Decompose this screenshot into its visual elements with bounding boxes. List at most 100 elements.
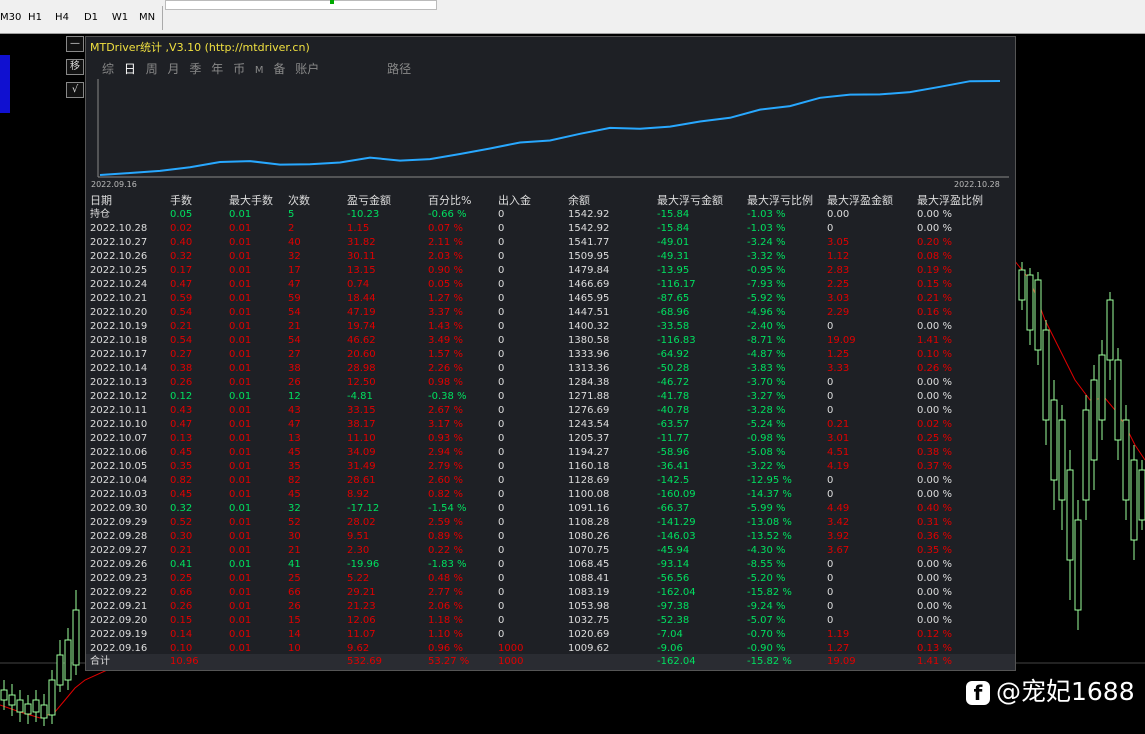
cell-balance: 1447.51 — [568, 307, 610, 318]
candle-right-11 — [1106, 299, 1114, 361]
cell-date: 2022.10.11 — [90, 405, 148, 416]
cell-pnl: 30.11 — [347, 251, 376, 262]
cell-max-float-profit: 3.92 — [827, 531, 850, 542]
cell-lots: 0.10 — [170, 643, 193, 654]
tab-week[interactable]: 周 — [145, 62, 158, 76]
table-row: 2022.10.28 0.02 0.01 2 1.15 0.07 % 0 1542.92 -15… — [90, 222, 1005, 236]
cell-pnl: 0.74 — [347, 279, 370, 290]
cell-pnl: 29.21 — [347, 587, 376, 598]
cell-max-float-profit: 4.49 — [827, 503, 850, 514]
cell-percent: 3.49 % — [428, 335, 463, 346]
cell-max-float-profit: 1.25 — [827, 349, 850, 360]
cell-max-float-profit: 3.01 — [827, 433, 850, 444]
cell-percent: 0.82 % — [428, 489, 463, 500]
cell-max-float-loss: -33.58 — [657, 321, 690, 332]
cell-percent: 1.57 % — [428, 349, 463, 360]
minimize-button[interactable]: — — [66, 36, 84, 52]
cell-date: 2022.09.22 — [90, 587, 148, 598]
cell-max-lots: 0.01 — [229, 391, 252, 402]
cell-max-float-loss-pct: -5.92 % — [747, 293, 786, 304]
total-max-float-loss-pct: -15.82 % — [747, 656, 792, 667]
cell-lots: 0.35 — [170, 461, 193, 472]
cell-max-float-loss-pct: -3.22 % — [747, 461, 786, 472]
cell-max-float-loss-pct: -8.71 % — [747, 335, 786, 346]
cell-max-float-loss: -160.09 — [657, 489, 696, 500]
facebook-icon: f — [966, 681, 990, 705]
move-button[interactable]: 移 — [66, 59, 84, 75]
cell-max-float-loss: -116.83 — [657, 335, 696, 346]
tab-m[interactable]: M — [254, 65, 264, 76]
col-header-max-float-loss: 最大浮亏金额 — [657, 194, 723, 207]
tab-overview[interactable]: 综 — [102, 62, 115, 76]
cell-max-float-profit-pct: 0.00 % — [917, 391, 952, 402]
table-row: 2022.09.27 0.21 0.01 21 2.30 0.22 % 0 1070.75 -4… — [90, 544, 1005, 558]
tab-day[interactable]: 日 — [123, 62, 136, 76]
cell-max-float-loss-pct: -5.07 % — [747, 615, 786, 626]
cell-percent: 2.06 % — [428, 601, 463, 612]
cell-percent: 2.11 % — [428, 237, 463, 248]
cell-percent: 0.93 % — [428, 433, 463, 444]
timeframe-mn-button[interactable]: MN — [138, 12, 156, 23]
cell-deposit: 0 — [498, 461, 505, 472]
cell-lots: 0.25 — [170, 573, 193, 584]
cell-max-float-profit-pct: 0.19 % — [917, 265, 952, 276]
watermark: f @宠妃1688 — [966, 672, 1135, 708]
cell-deposit: 0 — [498, 265, 505, 276]
cell-count: 32 — [288, 503, 301, 514]
table-row: 2022.10.17 0.27 0.01 27 20.60 1.57 % 0 1333.96 -… — [90, 348, 1005, 362]
cell-max-float-profit: 4.51 — [827, 447, 850, 458]
cell-max-float-profit: 0.21 — [827, 419, 850, 430]
cell-max-float-loss-pct: -8.55 % — [747, 559, 786, 570]
table-row: 2022.10.20 0.54 0.01 54 47.19 3.37 % 0 1447.51 -… — [90, 306, 1005, 320]
tab-path[interactable]: 路径 — [387, 62, 412, 76]
timeframe-w1-button[interactable]: W1 — [111, 12, 129, 23]
timeframe-m30-button[interactable]: M30 — [0, 12, 22, 23]
cell-max-float-profit-pct: 0.15 % — [917, 279, 952, 290]
tab-quarter[interactable]: 季 — [189, 62, 202, 76]
table-row: 2022.10.13 0.26 0.01 26 12.50 0.98 % 0 1284.38 -… — [90, 376, 1005, 390]
cell-max-lots: 0.01 — [229, 531, 252, 542]
cell-percent: 0.90 % — [428, 265, 463, 276]
candle-right-13 — [1122, 419, 1130, 501]
timeframe-d1-button[interactable]: D1 — [83, 12, 99, 23]
tab-account[interactable]: 账户 — [295, 62, 320, 76]
check-button[interactable]: √ — [66, 82, 84, 98]
cell-date: 2022.09.23 — [90, 573, 148, 584]
cell-deposit: 0 — [498, 601, 505, 612]
table-row: 2022.09.26 0.41 0.01 41 -19.96 -1.83 % 0 1068.4… — [90, 558, 1005, 572]
cell-count: 10 — [288, 643, 301, 654]
tab-note[interactable]: 备 — [273, 62, 286, 76]
cell-balance: 1465.95 — [568, 293, 610, 304]
chart-end-date: 2022.10.28 — [954, 180, 1000, 189]
cell-lots: 0.02 — [170, 223, 193, 234]
cell-percent: -0.38 % — [428, 391, 467, 402]
tab-currency[interactable]: 币 — [233, 62, 246, 76]
tab-year[interactable]: 年 — [211, 62, 224, 76]
cell-balance: 1380.58 — [568, 335, 610, 346]
candle-right-7 — [1074, 519, 1082, 611]
cell-max-float-loss-pct: -4.96 % — [747, 307, 786, 318]
cell-max-float-profit-pct: 0.16 % — [917, 307, 952, 318]
cell-lots: 0.45 — [170, 489, 193, 500]
cell-lots: 0.32 — [170, 503, 193, 514]
tab-month[interactable]: 月 — [167, 62, 180, 76]
cell-deposit: 0 — [498, 629, 505, 640]
cell-balance: 1100.08 — [568, 489, 610, 500]
cell-deposit: 0 — [498, 293, 505, 304]
cell-lots: 0.30 — [170, 531, 193, 542]
cell-count: 26 — [288, 601, 301, 612]
cell-pnl: 9.51 — [347, 531, 370, 542]
cell-deposit: 0 — [498, 615, 505, 626]
cell-max-float-loss-pct: -4.87 % — [747, 349, 786, 360]
equity-chart: 2022.09.16 2022.10.28 — [91, 78, 1015, 221]
cell-pnl: 5.22 — [347, 573, 370, 584]
cell-deposit: 0 — [498, 335, 505, 346]
timeframe-h1-button[interactable]: H1 — [28, 12, 42, 23]
cell-max-float-profit: 1.27 — [827, 643, 850, 654]
cell-lots: 0.54 — [170, 335, 193, 346]
timeframe-h4-button[interactable]: H4 — [55, 12, 69, 23]
cell-balance: 1070.75 — [568, 545, 610, 556]
cell-deposit: 0 — [498, 321, 505, 332]
cell-max-float-loss: -15.84 — [657, 209, 690, 220]
cell-balance: 1194.27 — [568, 447, 610, 458]
